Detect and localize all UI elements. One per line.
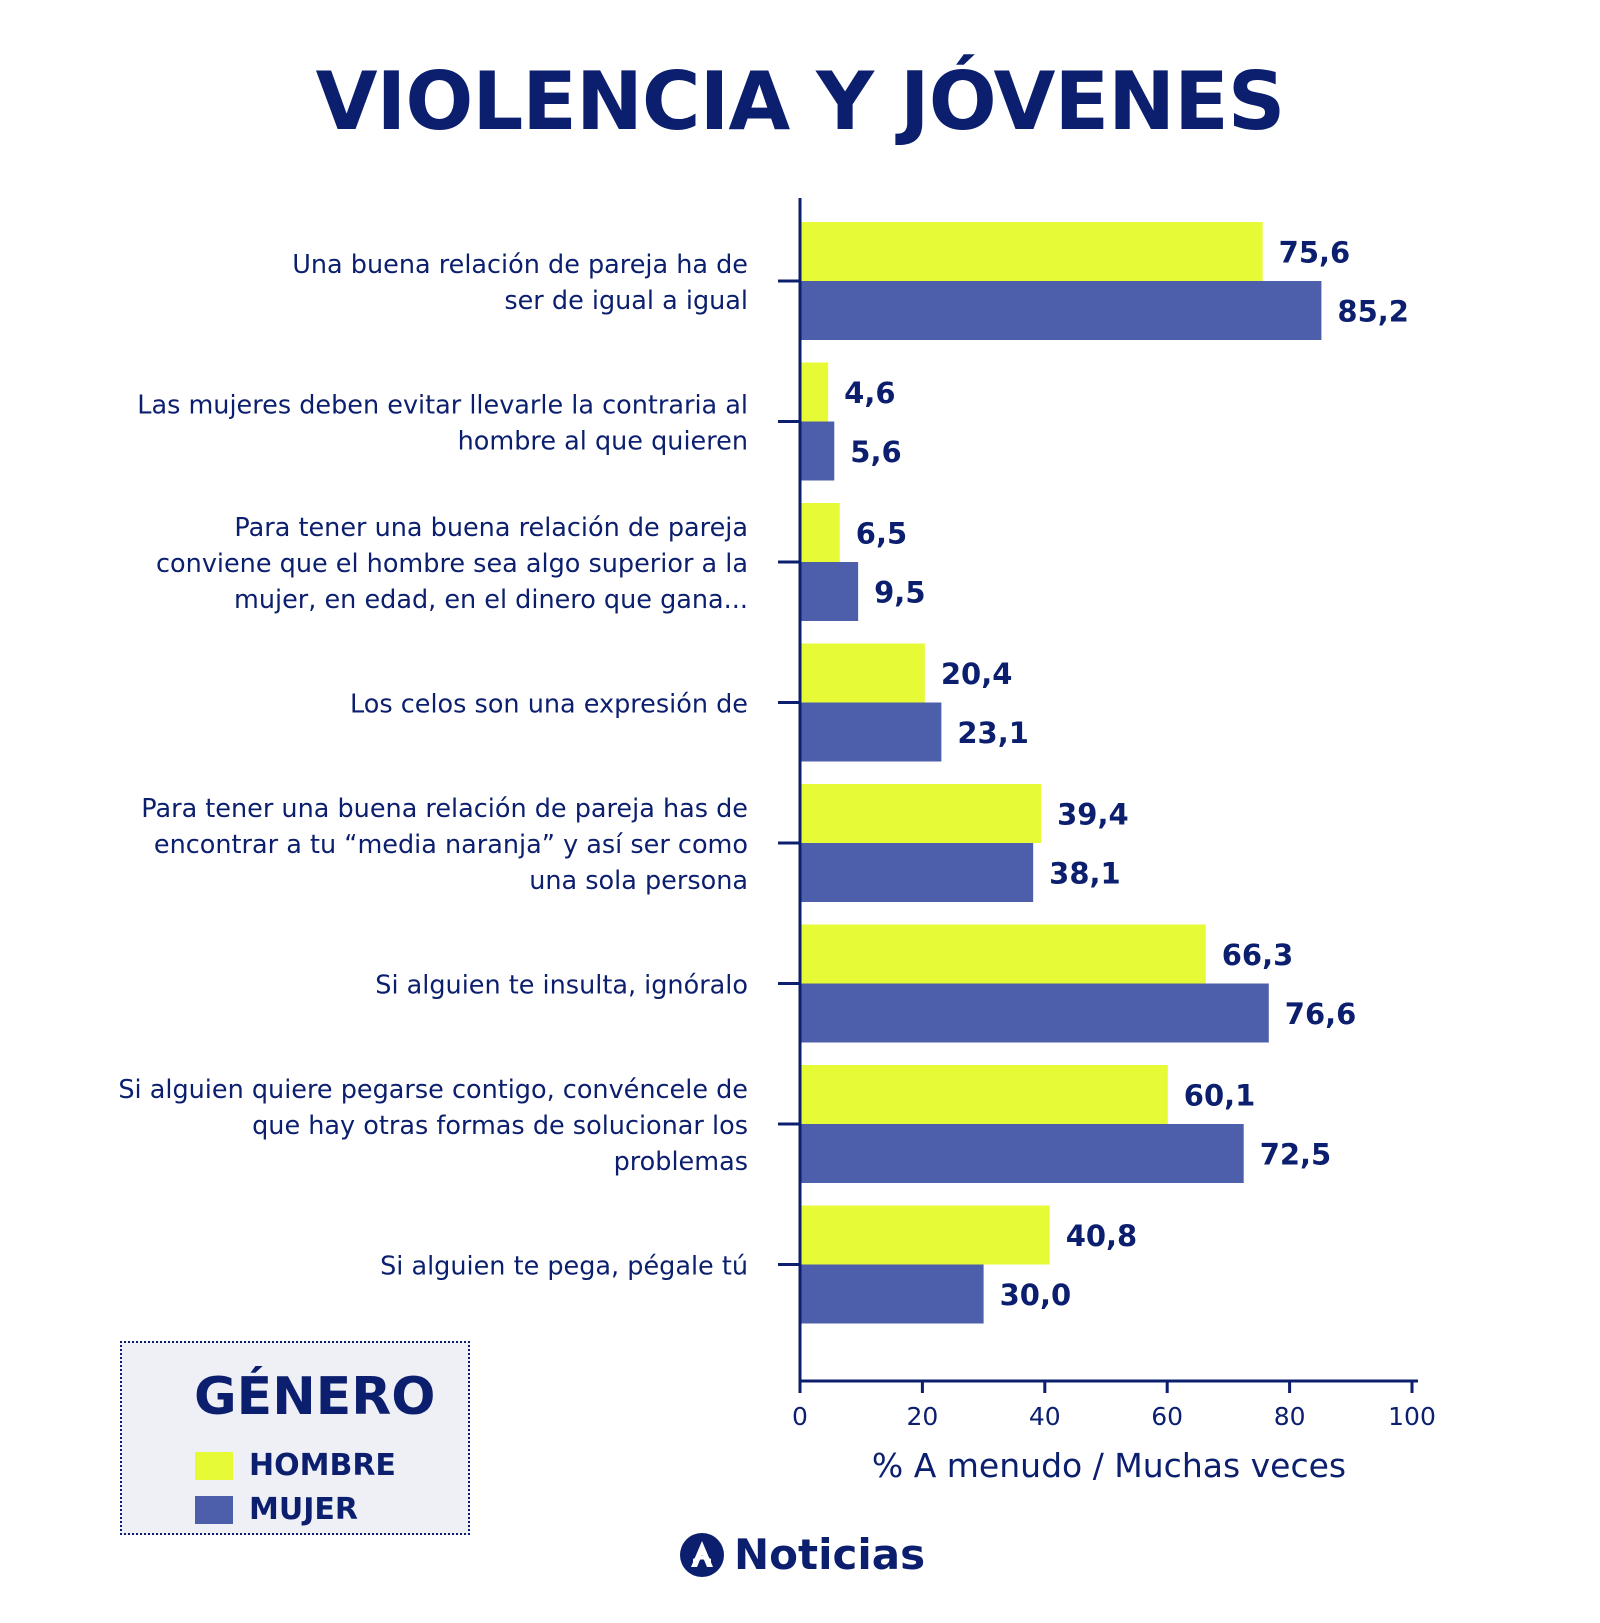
bar-mujer-7 (800, 1264, 984, 1324)
bar-hombre-4 (800, 784, 1042, 843)
value-label-mujer-0: 85,2 (1337, 295, 1409, 329)
x-axis-title: % A menudo / Muchas veces (872, 1446, 1346, 1485)
legend-title: GÉNERO (194, 1367, 436, 1427)
bar-mujer-1 (800, 421, 835, 481)
category-label: Para tener una buena relación de pareja (234, 513, 748, 543)
bar-mujer-5 (800, 983, 1269, 1043)
legend: GÉNERO HOMBRE MUJER (120, 1341, 470, 1535)
value-label-mujer-6: 72,5 (1260, 1138, 1332, 1172)
category-label: Si alguien te pega, pégale tú (380, 1252, 748, 1282)
category-label: Las mujeres deben evitar llevarle la con… (137, 391, 748, 421)
bar-hombre-0 (800, 222, 1263, 281)
legend-label-hombre: HOMBRE (249, 1448, 396, 1483)
value-label-mujer-1: 5,6 (850, 435, 901, 469)
bar-chart: 75,6 85,2 Una buena relación de pareja ha … (118, 198, 1436, 1485)
category-label: encontrar a tu “media naranja” y así ser… (154, 830, 748, 860)
value-label-mujer-4: 38,1 (1049, 857, 1121, 891)
legend-swatch-mujer (195, 1496, 233, 1524)
bar-mujer-6 (800, 1124, 1244, 1183)
category-label: Los celos son una expresión de (350, 690, 748, 720)
category-label: mujer, en edad, en el dinero que gana... (234, 585, 748, 615)
x-tick-label: 60 (1151, 1402, 1183, 1431)
bar-mujer-3 (800, 702, 942, 762)
value-label-hombre-1: 4,6 (844, 376, 895, 410)
legend-swatch-hombre (195, 1452, 233, 1480)
category-label: una sola persona (529, 866, 748, 896)
category-label: Si alguien te insulta, ignóralo (375, 971, 748, 1001)
brand-name: Noticias (734, 1530, 926, 1579)
value-label-hombre-0: 75,6 (1279, 236, 1351, 270)
category-label: Una buena relación de pareja ha de (292, 250, 748, 280)
bar-hombre-5 (800, 924, 1206, 984)
category-label: conviene que el hombre sea algo superior… (156, 549, 748, 579)
chart-title: VIOLENCIA Y JÓVENES (315, 55, 1286, 148)
antena3-logo-icon (680, 1533, 724, 1577)
value-label-hombre-2: 6,5 (856, 517, 907, 551)
value-label-hombre-4: 39,4 (1057, 798, 1129, 832)
bar-hombre-3 (800, 643, 925, 703)
category-label: Para tener una buena relación de pareja … (141, 794, 748, 824)
x-tick-label: 80 (1274, 1402, 1306, 1431)
value-label-hombre-7: 40,8 (1066, 1219, 1138, 1253)
x-tick-label: 40 (1029, 1402, 1061, 1431)
x-tick-label: 20 (906, 1402, 938, 1431)
bar-mujer-2 (800, 562, 859, 621)
value-label-hombre-6: 60,1 (1184, 1079, 1256, 1113)
category-label: ser de igual a igual (504, 286, 748, 316)
category-label: problemas (614, 1147, 748, 1177)
value-label-mujer-3: 23,1 (957, 716, 1029, 750)
category-label: que hay otras formas de solucionar los (252, 1111, 748, 1141)
bar-hombre-7 (800, 1205, 1050, 1265)
category-label: hombre al que quieren (458, 427, 748, 457)
bar-hombre-2 (800, 503, 840, 562)
x-tick-label: 100 (1388, 1402, 1436, 1431)
value-label-mujer-5: 76,6 (1285, 997, 1357, 1031)
value-label-hombre-3: 20,4 (941, 657, 1013, 691)
bar-hombre-6 (800, 1065, 1168, 1124)
legend-label-mujer: MUJER (249, 1492, 358, 1527)
bar-mujer-0 (800, 281, 1322, 340)
x-tick-label: 0 (792, 1402, 808, 1431)
value-label-hombre-5: 66,3 (1222, 938, 1294, 972)
category-label: Si alguien quiere pegarse contigo, convé… (118, 1075, 748, 1105)
bar-mujer-4 (800, 843, 1034, 902)
bar-hombre-1 (800, 362, 829, 422)
value-label-mujer-2: 9,5 (874, 576, 925, 610)
value-label-mujer-7: 30,0 (1000, 1278, 1072, 1312)
